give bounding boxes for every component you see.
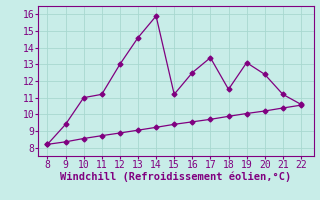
X-axis label: Windchill (Refroidissement éolien,°C): Windchill (Refroidissement éolien,°C) bbox=[60, 172, 292, 182]
